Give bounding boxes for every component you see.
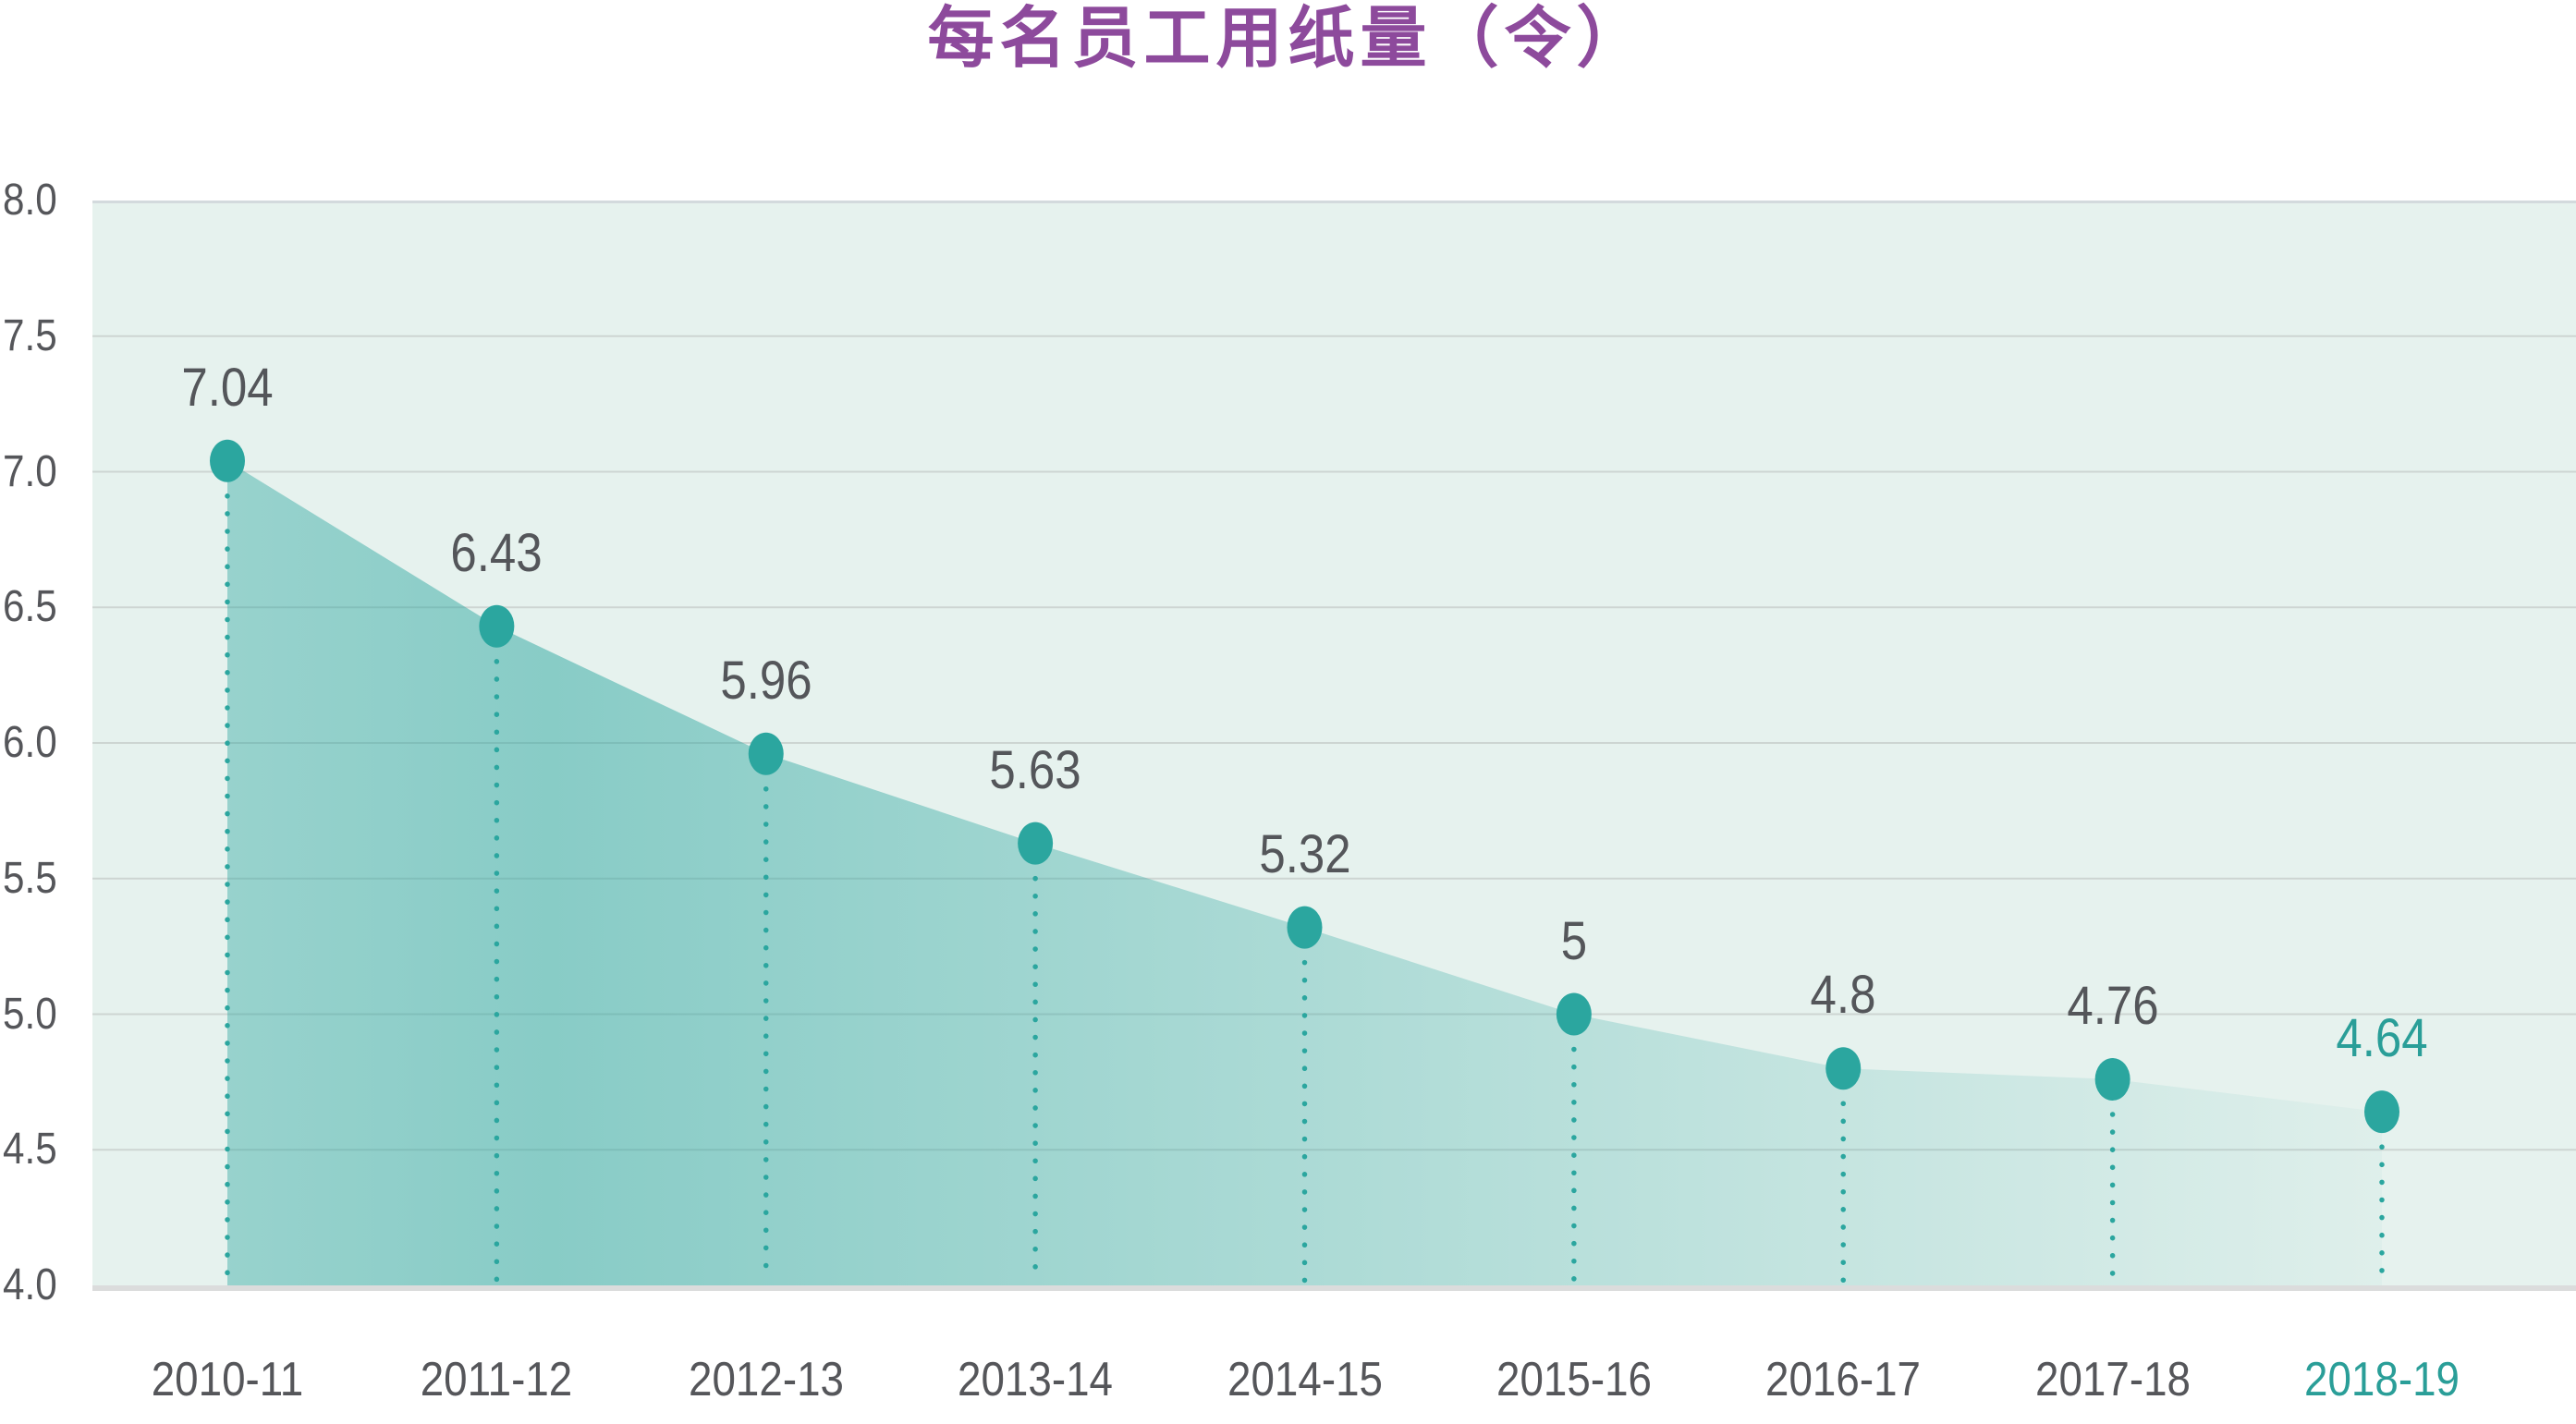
y-axis-tick-label: 4.0 (3, 1260, 57, 1309)
y-axis-tick-label: 5.5 (3, 853, 57, 903)
data-point-label: 5 (1560, 910, 1588, 971)
data-point-label: 7.04 (181, 357, 274, 418)
y-axis-tick-label: 7.5 (3, 310, 57, 360)
data-point-marker (2364, 1090, 2399, 1134)
x-axis-category-label: 2015-16 (1496, 1353, 1652, 1406)
y-axis-tick-label: 8.0 (3, 176, 57, 225)
data-point-marker (1018, 822, 1054, 865)
x-axis-category-label: 2016-17 (1765, 1353, 1922, 1406)
x-axis-category-label: 2014-15 (1227, 1353, 1383, 1406)
data-point-marker (2094, 1057, 2130, 1101)
data-point-marker (1287, 906, 1323, 949)
data-point-label: 4.76 (2066, 975, 2159, 1036)
x-axis-category-label: 2017-18 (2034, 1353, 2191, 1406)
data-point-label: 4.8 (1810, 965, 1876, 1026)
y-axis-tick-label: 5.0 (3, 989, 57, 1039)
x-axis-category-label: 2013-14 (958, 1353, 1114, 1406)
y-axis-tick-label: 4.5 (3, 1125, 57, 1174)
x-axis-category-label: 2010-11 (151, 1353, 304, 1406)
x-axis-category-label: 2012-13 (688, 1353, 844, 1406)
x-axis-category-label: 2018-19 (2304, 1353, 2460, 1406)
data-point-marker (1556, 992, 1592, 1036)
data-point-marker (210, 439, 245, 482)
data-point-label: 4.64 (2336, 1008, 2428, 1069)
y-axis-tick-label: 7.0 (3, 446, 57, 496)
data-point-marker (479, 604, 515, 648)
data-point-marker (1825, 1047, 1862, 1090)
y-axis-tick-label: 6.0 (3, 718, 57, 767)
chart-title: 每名员工用纸量（令） (927, 2, 1649, 76)
data-point-label: 5.96 (720, 650, 812, 711)
x-axis-line (92, 1285, 2576, 1291)
data-point-label: 6.43 (450, 522, 543, 583)
y-axis-tick-label: 6.5 (3, 582, 57, 632)
data-point-label: 5.32 (1258, 823, 1351, 884)
data-point-label: 5.63 (989, 739, 1081, 800)
data-point-marker (748, 732, 784, 775)
x-axis-category-label: 2011-12 (421, 1353, 573, 1406)
